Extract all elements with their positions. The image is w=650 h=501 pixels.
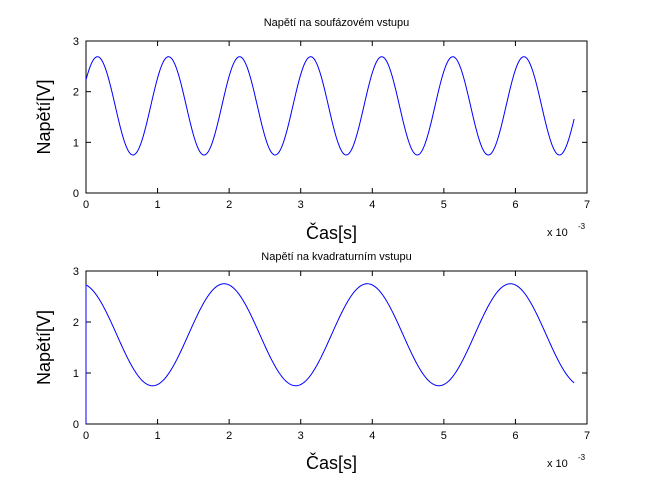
y-tick-label: 2 [73,317,79,329]
chart-title: Napětí na soufázovém vstupu [264,17,410,29]
y-axis-label: Napětí[V] [34,310,54,385]
x-axis-label: Čas[s] [306,452,357,473]
x-tick-label: 7 [584,430,590,442]
x-tick-label: 5 [441,430,447,442]
x-tick-label: 6 [512,430,518,442]
x-tick-label: 7 [584,199,590,211]
x-tick-label: 4 [369,430,375,442]
y-tick-label: 0 [73,419,79,431]
x-tick-label: 6 [512,199,518,211]
x-tick-label: 2 [226,430,232,442]
y-tick-label: 2 [73,87,79,99]
x-axis-multiplier: x 10 [547,458,568,470]
top-subplot: Napětí na soufázovém vstupu 0 1 2 3 4 5 6 7 0 1 2 3 x… [34,17,590,243]
y-tick-label: 3 [73,266,79,278]
series-line-0 [85,56,575,156]
x-tick-label: 4 [369,199,375,211]
y-tick-label: 0 [73,188,79,200]
x-tick-label: 3 [298,199,304,211]
x-axis-multiplier-exponent: -3 [578,222,586,231]
series-line-0 [85,283,575,424]
y-tick-label: 3 [73,36,79,48]
x-tick-label: 0 [83,199,89,211]
x-tick-label: 0 [83,430,89,442]
x-tick-label: 1 [155,199,161,211]
plot-frame [85,40,588,194]
x-axis-multiplier: x 10 [547,227,568,239]
x-axis-label: Čas[s] [306,222,357,243]
y-tick-label: 1 [73,137,79,149]
x-tick-label: 5 [441,199,447,211]
x-tick-label: 3 [298,430,304,442]
plot-frame [85,270,588,425]
bottom-subplot: Napětí na kvadraturním vstupu 0 1 2 3 4 5 6 7 0 1 2… [34,251,590,473]
x-tick-label: 2 [226,199,232,211]
y-tick-label: 1 [73,368,79,380]
y-axis-label: Napětí[V] [34,79,54,154]
x-axis-multiplier-exponent: -3 [578,453,586,462]
x-tick-label: 1 [155,430,161,442]
chart-title: Napětí na kvadraturním vstupu [261,251,411,263]
